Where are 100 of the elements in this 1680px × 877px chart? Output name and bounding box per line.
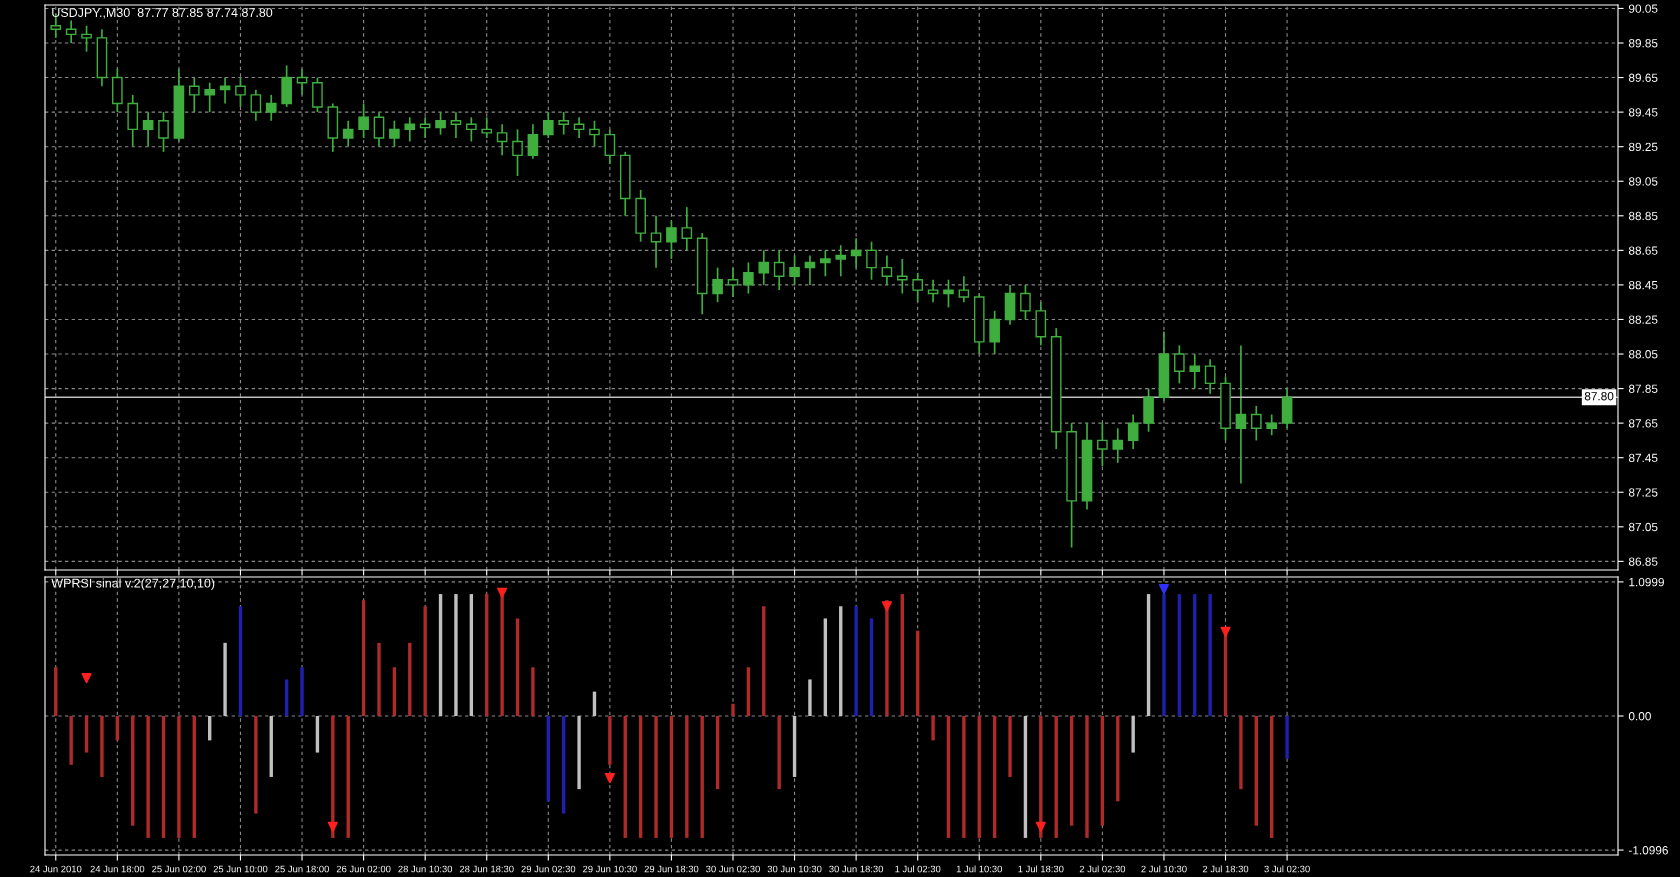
bar [1208,594,1212,716]
y-tick-label: 89.25 [1628,142,1658,152]
bar [331,716,335,838]
candlestick [835,244,847,278]
bar [500,594,504,716]
bar [300,667,304,716]
candlestick [589,119,600,148]
x-tick-label: 2 Jul 18:30 [1202,865,1249,873]
bar [254,716,258,814]
candlestick [158,111,169,153]
candlestick [681,206,693,252]
candlestick [789,254,800,286]
y-tick-label: -1.0996 [1628,846,1668,855]
candlestick [204,81,216,113]
y-tick-label: 0.00 [1628,712,1651,721]
candlestick [989,309,1000,355]
point [604,773,615,784]
candlestick [142,111,154,148]
bar [423,606,427,716]
y-tick-label: 88.05 [1628,350,1658,359]
point [1158,584,1170,595]
x-tick-label: 30 Jun 02:30 [706,865,760,873]
y-tick-label: 90.05 [1628,4,1658,13]
candlestick [1250,405,1262,442]
bar [1131,716,1135,753]
y-tick-label: 89.45 [1628,108,1658,117]
point [81,673,92,684]
bar [177,716,181,838]
x-tick-label: 25 Jun 02:00 [152,865,206,873]
x-tick-label: 29 Jun 02:30 [521,865,576,873]
candlestick [1204,358,1216,395]
candlestick [1112,427,1124,464]
y-tick-label: 88.65 [1628,246,1658,255]
x-tick-label: 25 Jun 18:00 [275,865,329,873]
candlestick [1189,353,1201,390]
bar [1285,716,1289,759]
y-tick-label: 88.45 [1628,280,1658,290]
x-tick-label: 28 Jun 10:30 [398,865,453,873]
chart-title: USDJPY.,M30 87.77 87.85 87.74 87.80 [52,8,273,19]
x-tick-label: 2 Jul 10:30 [1141,865,1187,873]
candlestick [373,111,385,148]
point [327,821,338,833]
candlestick [496,123,508,157]
candlestick [450,111,462,139]
ref-line-label: 87.80 [1584,392,1614,401]
candlestick [558,111,570,136]
point [881,601,892,612]
chart-title: WPRSI sinal v.2(27,27,10,10) [51,578,215,591]
y-tick-label: 89.85 [1628,39,1658,48]
bar [1085,716,1089,838]
candlestick [466,116,477,143]
bar [531,667,535,716]
x-tick-label: 30 Jun 10:30 [767,865,822,873]
candlestick [1174,344,1185,385]
bar [146,716,150,838]
x-tick-label: 30 Jun 18:30 [829,865,884,873]
bar [731,703,735,716]
candlestick [250,88,262,122]
y-tick-label: 87.05 [1628,522,1658,532]
bar [808,679,812,716]
x-tick-label: 25 Jun 10:00 [213,865,268,873]
bar [608,716,612,765]
bar [1239,716,1243,790]
candlestick [743,261,754,295]
x-tick-label: 2 Jul 02:30 [1079,865,1126,873]
candlestick [712,266,723,304]
bar [777,716,781,790]
point [1035,821,1046,833]
candlestick [943,278,954,309]
x-tick-label: 29 Jun 18:30 [644,865,699,873]
y-tick-label: 89.65 [1628,73,1658,82]
bar [284,679,289,716]
x-tick-label: 3 Jul 02:30 [1264,865,1310,873]
candlestick [404,116,416,143]
candlestick [604,128,616,165]
y-tick-label: 1.0999 [1629,577,1664,587]
bar [377,642,381,716]
candlestick [758,249,770,286]
candlestick [912,271,924,304]
bar [685,716,689,838]
bar [84,716,89,753]
x-tick-label: 26 Jun 02:00 [336,865,391,873]
candlestick [1266,413,1278,437]
bar [1039,716,1043,838]
candlestick [481,116,493,139]
candlestick [435,111,446,136]
x-tick-label: 24 Jun 2010 [30,865,82,873]
candlestick [65,19,77,44]
candlestick [81,24,92,53]
candlestick [881,254,893,286]
bar [100,716,104,777]
candlestick [958,275,970,304]
x-tick-label: 1 Jul 02:30 [895,865,941,873]
y-tick-label: 87.85 [1628,384,1658,393]
y-tick-label: 87.25 [1628,488,1658,497]
candlestick [188,76,200,113]
candlestick [727,266,739,298]
candlestick [265,94,277,122]
x-tick-label: 1 Jul 10:30 [956,865,1002,873]
candlestick [1235,344,1247,485]
